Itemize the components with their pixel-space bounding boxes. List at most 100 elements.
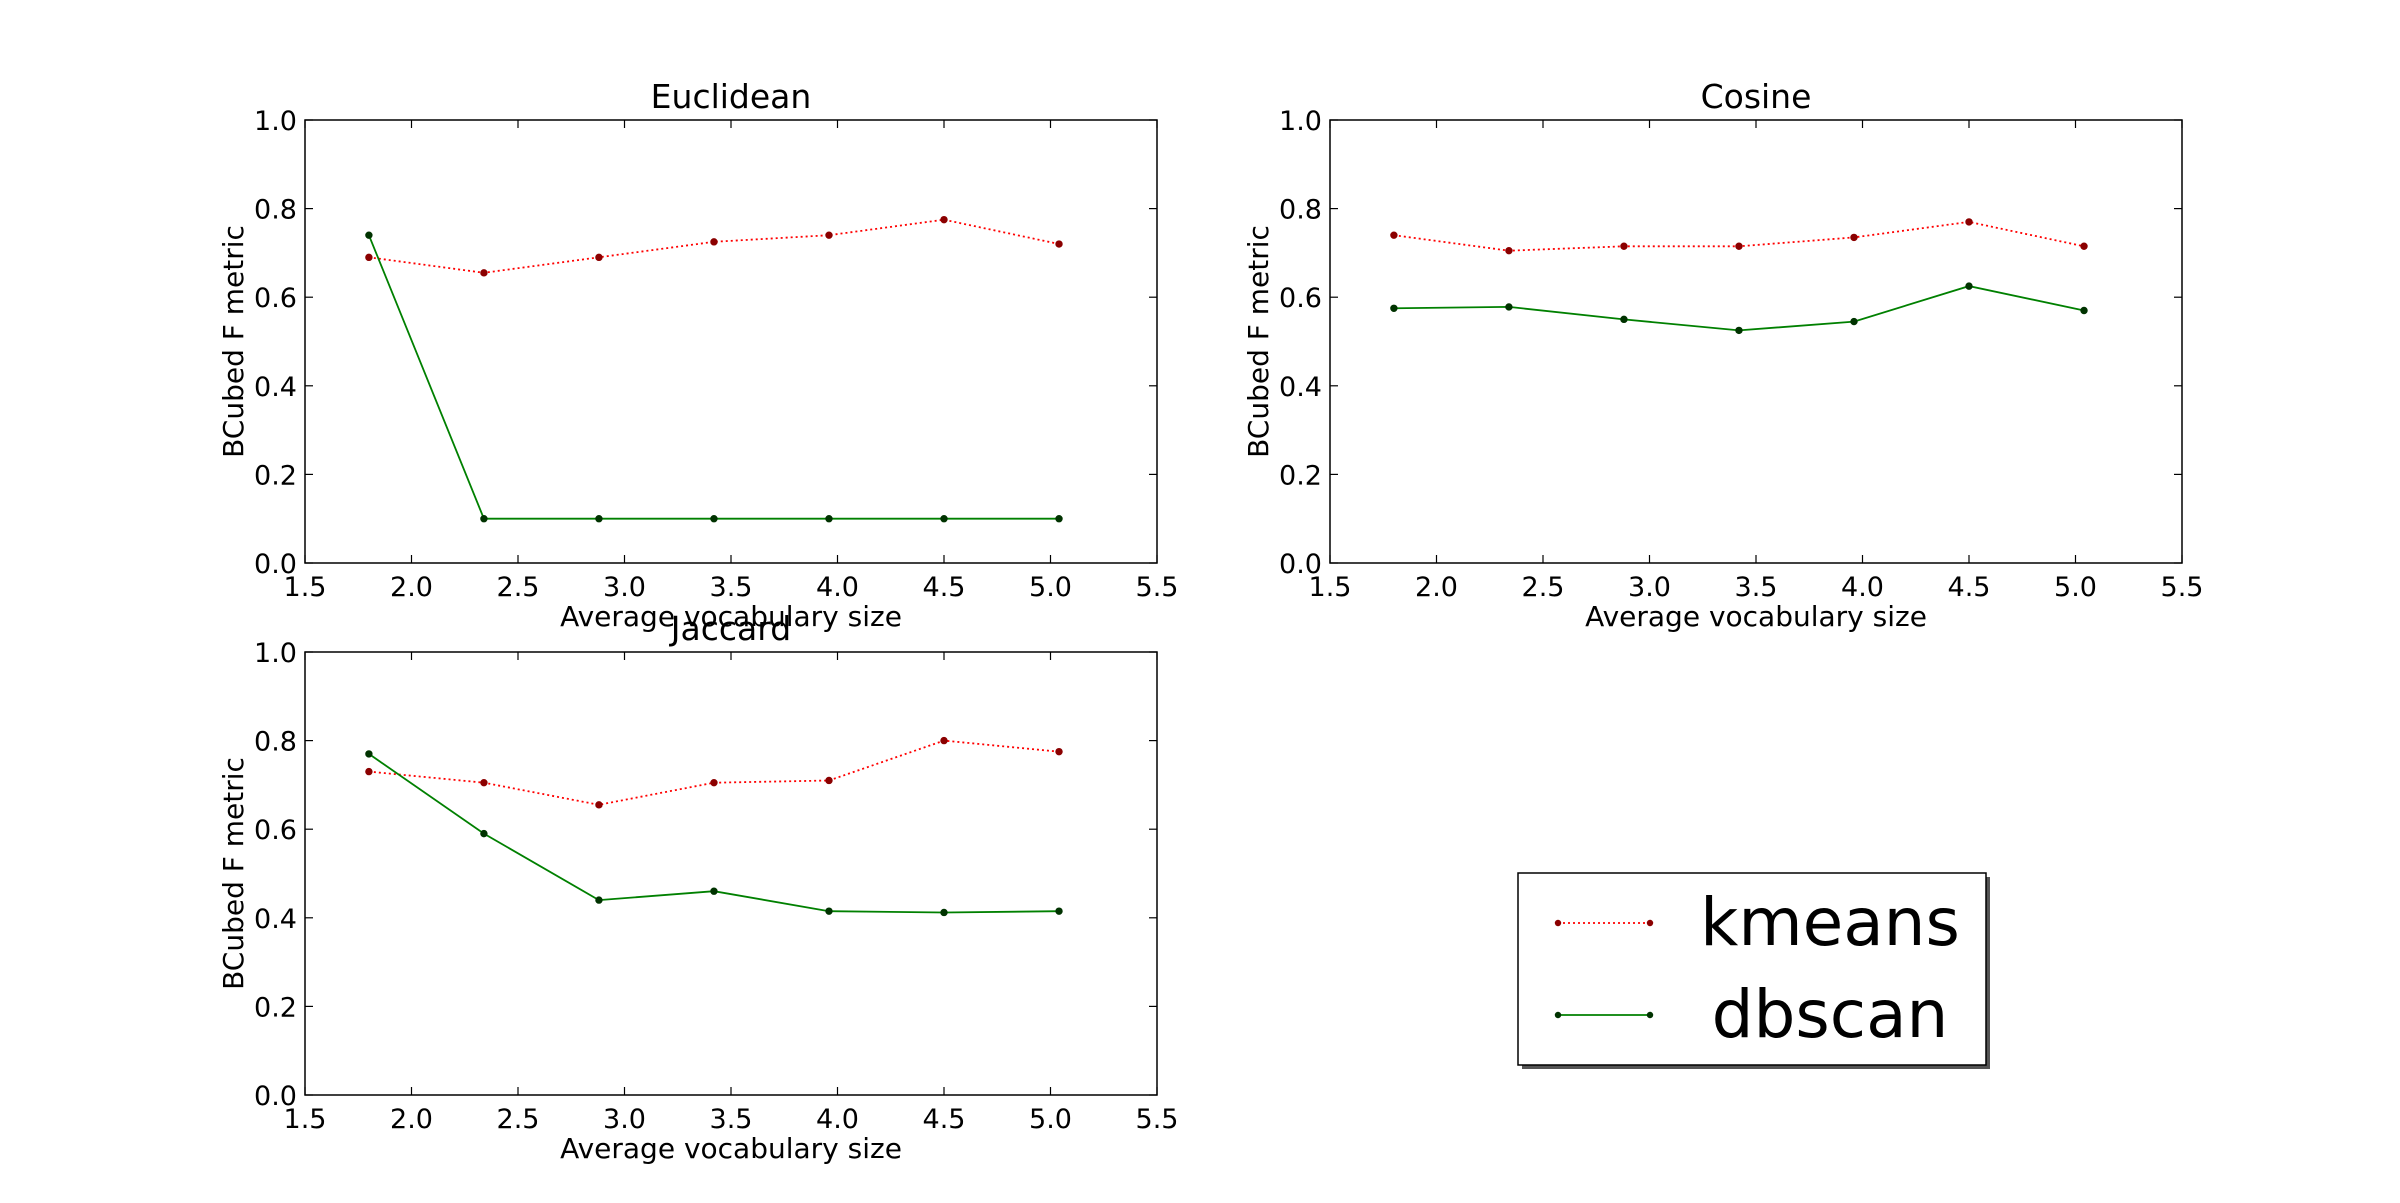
x-tick-label: 2.0 (390, 572, 433, 603)
y-tick-label: 0.4 (1279, 372, 1322, 403)
legend-label-dbscan: dbscan (1712, 976, 1949, 1053)
y-tick-label: 0.8 (1279, 195, 1322, 226)
x-axis-label: Average vocabulary size (560, 1132, 902, 1165)
x-tick-label: 2.0 (1415, 572, 1458, 603)
x-tick-label: 5.5 (1136, 1104, 1179, 1135)
subplot-title: Cosine (1701, 77, 1812, 116)
y-tick-label: 0.0 (254, 549, 297, 580)
data-point-dbscan (825, 907, 833, 915)
data-point-kmeans (480, 778, 488, 787)
x-tick-label: 2.5 (1522, 572, 1565, 603)
data-point-dbscan (940, 515, 948, 523)
x-axis-label: Average vocabulary size (1585, 600, 1927, 633)
data-point-dbscan (1505, 303, 1513, 311)
legend-label-kmeans: kmeans (1700, 884, 1960, 961)
y-tick-label: 0.2 (1279, 460, 1322, 491)
data-point-dbscan (1055, 907, 1063, 915)
data-point-kmeans (1850, 233, 1858, 242)
x-tick-label: 4.5 (923, 572, 966, 603)
data-point-dbscan (1850, 317, 1858, 326)
data-point-kmeans (940, 736, 948, 745)
data-point-dbscan (595, 515, 603, 523)
data-point-kmeans (1055, 747, 1063, 756)
x-tick-label: 1.5 (1309, 572, 1352, 603)
data-point-kmeans (1735, 242, 1743, 250)
data-point-dbscan (595, 896, 603, 904)
subplot-title: Euclidean (651, 77, 812, 116)
y-tick-label: 0.2 (254, 460, 297, 491)
data-point-dbscan (710, 515, 718, 523)
legend-marker-kmeans (1646, 919, 1654, 927)
data-point-kmeans (710, 238, 718, 246)
plot-frame (304, 119, 1158, 564)
x-tick-label: 4.0 (816, 572, 859, 603)
data-point-kmeans (595, 801, 603, 809)
data-point-dbscan (1965, 282, 1973, 290)
plot-frame (304, 651, 1158, 1096)
data-point-kmeans (365, 253, 373, 262)
legend-marker-dbscan (1646, 1011, 1654, 1019)
y-axis-label: BCubed F metric (217, 757, 250, 990)
y-tick-label: 0.0 (1279, 549, 1322, 580)
subplot-title: Jaccard (669, 609, 791, 648)
x-tick-label: 4.5 (923, 1104, 966, 1135)
legend-marker-dbscan (1554, 1011, 1562, 1019)
data-point-dbscan (940, 908, 948, 917)
y-tick-label: 0.4 (254, 372, 297, 403)
data-point-kmeans (1390, 231, 1398, 239)
data-point-kmeans (825, 776, 833, 785)
legend-marker-kmeans (1554, 919, 1562, 927)
y-tick-label: 0.4 (254, 904, 297, 935)
data-point-dbscan (1055, 515, 1063, 523)
y-tick-label: 1.0 (254, 638, 297, 669)
y-tick-label: 0.6 (254, 283, 297, 314)
data-point-kmeans (940, 215, 948, 224)
data-point-kmeans (710, 778, 718, 787)
y-tick-label: 1.0 (1279, 106, 1322, 137)
x-tick-label: 5.5 (1136, 572, 1179, 603)
data-point-kmeans (1505, 246, 1513, 255)
data-point-dbscan (1390, 304, 1398, 312)
y-tick-label: 0.2 (254, 992, 297, 1023)
x-tick-label: 3.5 (710, 572, 753, 603)
y-tick-label: 0.6 (254, 815, 297, 846)
x-tick-label: 2.5 (497, 572, 540, 603)
data-point-dbscan (710, 887, 718, 895)
x-tick-label: 1.5 (284, 572, 327, 603)
x-tick-label: 3.0 (603, 572, 646, 603)
y-tick-label: 0.8 (254, 727, 297, 758)
legend: kmeans dbscan (1517, 872, 1990, 1069)
data-point-dbscan (1735, 326, 1743, 335)
subplot-jaccard: 1.5 2.0 2.5 3.0 3.5 4.0 4.5 5.0 5.5 0.0 0.2 0.4 0.6 0… (217, 609, 1178, 1165)
data-point-kmeans (1620, 242, 1628, 250)
x-axis-label: Average vocabulary size (560, 600, 902, 633)
plot-frame (1329, 119, 2183, 564)
data-point-kmeans (365, 767, 373, 776)
x-tick-label: 3.5 (1735, 572, 1778, 603)
x-tick-label: 4.0 (1841, 572, 1884, 603)
data-point-dbscan (480, 829, 488, 838)
x-tick-label: 5.0 (2054, 572, 2097, 603)
data-point-kmeans (1965, 218, 1973, 226)
data-point-kmeans (1055, 240, 1063, 248)
data-point-dbscan (1620, 315, 1628, 324)
data-point-kmeans (480, 269, 488, 277)
y-tick-label: 0.0 (254, 1081, 297, 1112)
x-tick-label: 5.0 (1029, 1104, 1072, 1135)
data-point-kmeans (825, 231, 833, 239)
y-axis-label: BCubed F metric (1242, 225, 1275, 458)
x-tick-label: 5.5 (2161, 572, 2204, 603)
x-tick-label: 2.0 (390, 1104, 433, 1135)
x-tick-label: 5.0 (1029, 572, 1072, 603)
subplot-cosine: 1.5 2.0 2.5 3.0 3.5 4.0 4.5 5.0 5.5 0.0 0.2 0.4 0.6 0… (1242, 77, 2203, 633)
data-point-dbscan (365, 750, 373, 758)
subplot-euclidean: 1.5 2.0 2.5 3.0 3.5 4.0 4.5 5.0 5.5 0.0 0.2 0.4 0.6 0… (217, 77, 1178, 633)
y-tick-label: 1.0 (254, 106, 297, 137)
y-tick-label: 0.6 (1279, 283, 1322, 314)
y-tick-label: 0.8 (254, 195, 297, 226)
data-point-dbscan (480, 515, 488, 523)
x-tick-label: 4.5 (1948, 572, 1991, 603)
x-tick-label: 4.0 (816, 1104, 859, 1135)
x-tick-label: 3.0 (1628, 572, 1671, 603)
